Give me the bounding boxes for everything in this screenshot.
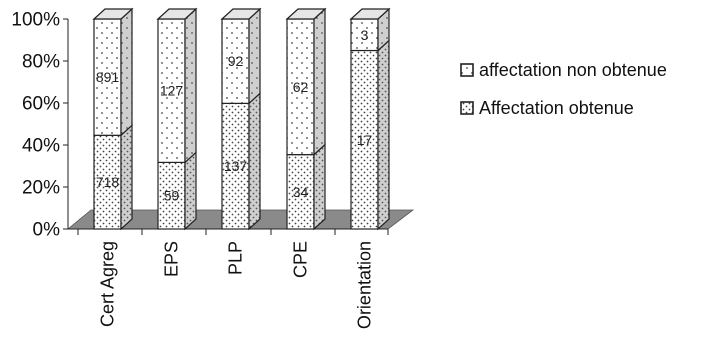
bar-segment-obtenue xyxy=(350,49,379,230)
y-tick-label: 40% xyxy=(22,136,60,157)
bar-top-face xyxy=(220,8,262,20)
data-label-obtenue: 137 xyxy=(224,158,248,174)
bar-eps xyxy=(156,7,198,231)
bar-side-non-obtenue xyxy=(313,7,326,156)
legend-label: affectation non obtenue xyxy=(479,60,667,80)
x-category-label: Cert Agreg xyxy=(98,241,118,327)
data-label-non-obtenue: 92 xyxy=(228,53,244,69)
bar-plp xyxy=(220,7,262,231)
data-label-obtenue: 34 xyxy=(293,184,309,200)
data-label-obtenue: 17 xyxy=(357,132,373,148)
y-tick-label: 100% xyxy=(11,10,60,31)
x-category-label: PLP xyxy=(226,241,246,275)
bar-side-obtenue xyxy=(377,39,390,231)
bar-segment-obtenue xyxy=(157,161,186,230)
data-label-obtenue: 718 xyxy=(96,174,120,190)
y-tick-label: 0% xyxy=(33,220,61,241)
data-label-non-obtenue: 62 xyxy=(293,79,309,95)
data-label-non-obtenue: 891 xyxy=(96,69,120,85)
legend-swatch xyxy=(460,63,474,77)
axis-layer: 0% 20% 40% 60% 80% 100% xyxy=(11,10,415,241)
bar-side-obtenue xyxy=(120,123,133,231)
legend-box xyxy=(450,44,712,125)
bar-segment-non-obtenue xyxy=(221,18,250,104)
bar-side-non-obtenue xyxy=(120,7,133,137)
bar-side-obtenue xyxy=(313,143,326,231)
bar-top-face xyxy=(349,8,391,20)
y-tick-label: 80% xyxy=(22,52,60,73)
bar-cpe xyxy=(285,7,327,231)
data-label-obtenue: 59 xyxy=(164,188,180,204)
bar-side-obtenue xyxy=(184,151,197,231)
y-tick-label: 20% xyxy=(22,178,60,199)
bar-cert-agreg xyxy=(92,7,134,231)
y-tick-label: 60% xyxy=(22,94,60,115)
bar-top-face xyxy=(285,8,327,20)
legend-swatch xyxy=(460,101,474,115)
bar-orientation xyxy=(349,7,391,231)
labels-layer: 718 891 Cert Agreg 59 127 EPS 137 92 PLP 34 62 CPE 1… xyxy=(96,27,375,329)
bar-segment-obtenue xyxy=(286,154,315,230)
data-label-non-obtenue: 127 xyxy=(160,83,184,99)
bar-side-non-obtenue xyxy=(184,7,197,164)
bar-side-obtenue xyxy=(248,92,261,231)
bar-side-non-obtenue xyxy=(248,7,261,105)
x-category-label: CPE xyxy=(291,241,311,278)
bar-segment-non-obtenue xyxy=(157,18,186,163)
legend-label: Affectation obtenue xyxy=(479,98,634,118)
data-label-non-obtenue: 3 xyxy=(361,27,369,43)
bar-top-face xyxy=(156,8,198,20)
x-category-label: EPS xyxy=(162,241,182,277)
legend: affectation non obtenue Affectation obten… xyxy=(450,44,712,125)
x-category-label: Orientation xyxy=(355,241,375,329)
bar-top-face xyxy=(92,8,134,20)
bars-layer xyxy=(92,7,391,231)
